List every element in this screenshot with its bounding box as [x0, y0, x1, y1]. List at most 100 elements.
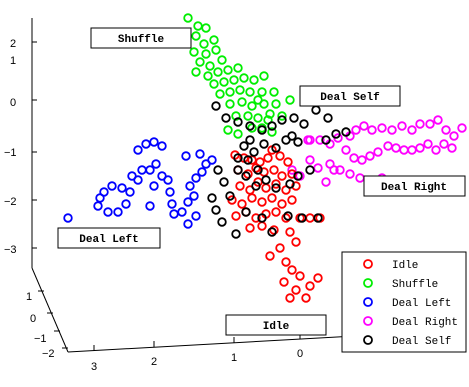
- data-point: [193, 21, 203, 31]
- data-point: [151, 159, 161, 169]
- data-point: [149, 137, 159, 147]
- data-point: [305, 213, 315, 223]
- data-point: [291, 237, 301, 247]
- data-point: [203, 71, 213, 81]
- z-tick-label: 2: [10, 38, 16, 50]
- data-point: [447, 143, 457, 153]
- data-point: [249, 75, 259, 85]
- data-point: [231, 229, 241, 239]
- data-point: [399, 145, 409, 155]
- data-point: [245, 135, 255, 145]
- data-point: [367, 125, 377, 135]
- legend-item-deal-self: Deal Self: [363, 335, 451, 348]
- data-point: [293, 137, 303, 147]
- data-point: [253, 95, 263, 105]
- z-tick-label: 1: [10, 55, 16, 67]
- data-point: [313, 273, 323, 283]
- annotation-deal-self: Deal Self: [299, 85, 401, 107]
- data-point: [233, 63, 243, 73]
- data-point: [133, 145, 143, 155]
- data-point: [271, 179, 281, 189]
- data-point: [457, 123, 467, 133]
- cluster-annotations: Shuffle Deal Self Deal Right Deal Left I…: [57, 27, 466, 336]
- z-tick-label: −1: [4, 147, 17, 159]
- data-point: [267, 227, 277, 237]
- data-point: [275, 243, 285, 253]
- z-ticks: 2 1 0 −1 −2 −3: [4, 38, 37, 256]
- data-point: [95, 193, 105, 203]
- data-point: [185, 181, 195, 191]
- data-point: [169, 209, 179, 219]
- data-point: [225, 191, 235, 201]
- data-point: [285, 95, 295, 105]
- data-point: [281, 257, 291, 267]
- data-point: [439, 139, 449, 149]
- data-point: [183, 13, 193, 23]
- data-point: [247, 193, 257, 203]
- data-point: [237, 97, 247, 107]
- legend-marker: [363, 335, 373, 345]
- data-point: [387, 125, 397, 135]
- data-point: [225, 87, 235, 97]
- data-point: [359, 121, 369, 131]
- data-point: [223, 125, 233, 135]
- data-point: [163, 175, 173, 185]
- data-point: [205, 61, 215, 71]
- data-point: [271, 183, 281, 193]
- data-point: [315, 135, 325, 145]
- legend-item-shuffle: Shuffle: [363, 278, 438, 291]
- legend-marker: [363, 259, 373, 269]
- data-point: [245, 223, 255, 233]
- annotation-deal-left: Deal Left: [57, 227, 161, 249]
- data-point: [321, 177, 331, 187]
- legend-label: Shuffle: [392, 279, 438, 291]
- data-point: [415, 143, 425, 153]
- data-point: [221, 113, 231, 123]
- data-point: [391, 143, 401, 153]
- data-point: [249, 147, 259, 157]
- data-point: [407, 125, 417, 135]
- x-tick-label: 2: [151, 356, 157, 368]
- x-tick-label: 3: [91, 361, 97, 373]
- data-point: [287, 265, 297, 275]
- data-point: [291, 285, 301, 295]
- data-point: [431, 145, 441, 155]
- data-point: [449, 131, 459, 141]
- data-point: [235, 181, 245, 191]
- data-point: [271, 99, 281, 109]
- data-point: [257, 87, 267, 97]
- data-point: [287, 169, 297, 179]
- z-tick-label: −3: [4, 244, 17, 256]
- data-point: [415, 119, 425, 129]
- data-point: [191, 211, 201, 221]
- data-point: [285, 293, 295, 303]
- legend-label: Deal Self: [392, 336, 451, 348]
- x-tick-label: 0: [297, 348, 303, 360]
- legend-label: Deal Left: [392, 298, 451, 310]
- data-point: [209, 35, 219, 45]
- data-point: [257, 197, 267, 207]
- series-deal-self: [207, 101, 351, 239]
- data-point: [275, 151, 285, 161]
- data-point: [265, 109, 275, 119]
- data-point: [261, 175, 271, 185]
- data-point: [271, 143, 281, 153]
- data-point: [247, 101, 257, 111]
- data-point: [269, 165, 279, 175]
- data-point: [213, 67, 223, 77]
- data-point: [335, 165, 345, 175]
- data-point: [145, 201, 155, 211]
- data-point: [233, 129, 243, 139]
- data-point: [233, 153, 243, 163]
- data-point: [199, 39, 209, 49]
- data-point: [229, 75, 239, 85]
- data-point: [239, 141, 249, 151]
- legend-marker: [363, 316, 373, 326]
- data-point: [219, 77, 229, 87]
- data-point: [257, 125, 267, 135]
- data-point: [305, 165, 315, 175]
- y-axis-line: [31, 267, 69, 353]
- data-point: [167, 199, 177, 209]
- data-point: [189, 47, 199, 57]
- data-point: [243, 169, 253, 179]
